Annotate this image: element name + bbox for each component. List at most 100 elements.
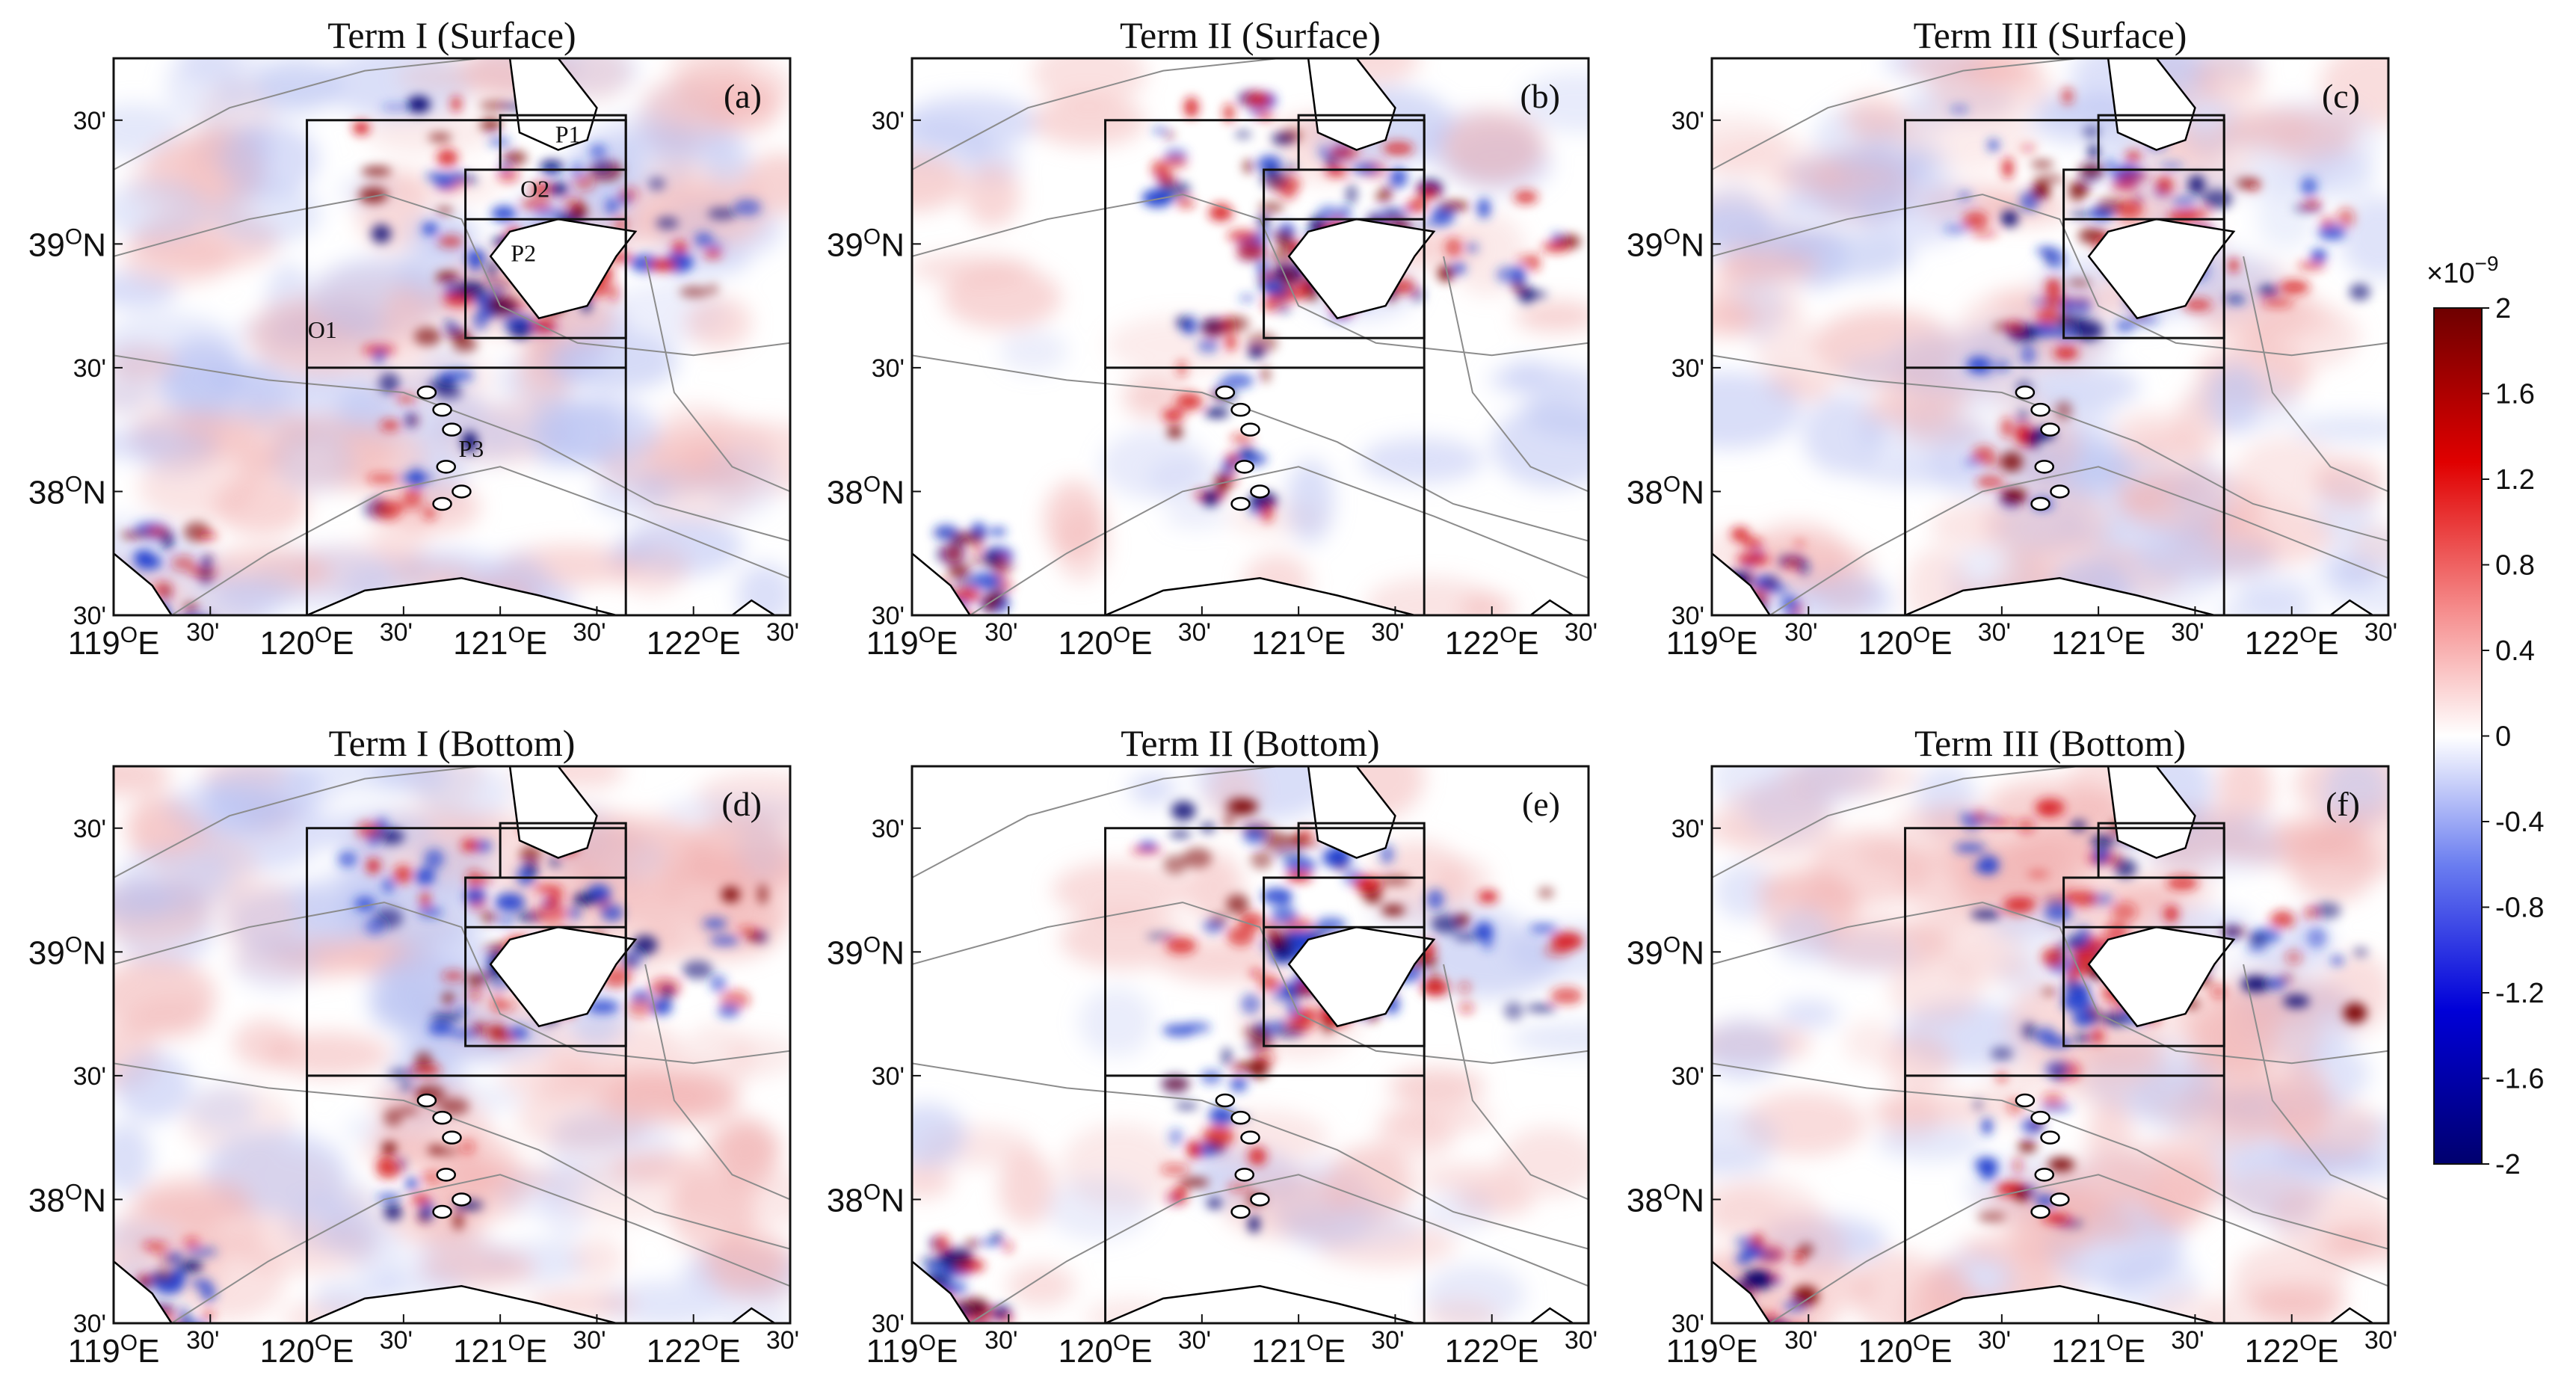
- panel-title: Term II (Bottom): [1121, 722, 1379, 764]
- island: [1230, 1110, 1251, 1125]
- anomaly-blob: [459, 1139, 475, 1154]
- anomaly-blob: [356, 821, 380, 839]
- anomaly-blob: [1466, 244, 1478, 252]
- anomaly-blob: [364, 917, 386, 935]
- anomaly-blob: [130, 997, 214, 1040]
- anomaly-blob: [2068, 181, 2086, 202]
- y-tick-label: 30': [73, 1310, 106, 1338]
- panel-f: Term III (Bottom)(f)119OE 30' 120OE 30' 121O…: [1627, 722, 2397, 1370]
- anomaly-blob: [461, 431, 478, 453]
- anomaly-blob: [1513, 190, 1538, 204]
- anomaly-blob: [971, 543, 984, 554]
- anomaly-blob: [2229, 298, 2246, 304]
- anomaly-blob: [694, 232, 713, 247]
- colorbar-scale: [2433, 307, 2483, 1165]
- anomaly-blob: [2185, 209, 2210, 220]
- anomaly-blob: [114, 766, 171, 795]
- island: [1240, 422, 1260, 437]
- anomaly-blob: [363, 111, 497, 155]
- anomaly-blob: [2000, 452, 2024, 472]
- anomaly-blob: [405, 411, 415, 429]
- x-tick-label: 119OE: [866, 623, 958, 662]
- anomaly-blob: [2113, 484, 2163, 513]
- anomaly-blob: [702, 447, 780, 519]
- island: [2015, 385, 2036, 400]
- anomaly-blob: [455, 281, 487, 298]
- contour-line: [970, 466, 1589, 615]
- x-tick-label: 119OE: [68, 1331, 160, 1370]
- anomaly-blob: [380, 104, 411, 111]
- anomaly-blob: [471, 404, 526, 449]
- box-P1: [499, 822, 627, 879]
- anomaly-blob: [1838, 139, 1924, 190]
- x-tick-label: 30': [1371, 1326, 1404, 1355]
- anomaly-blob: [706, 284, 719, 295]
- contour-line: [912, 1062, 1589, 1250]
- anomaly-blob: [428, 133, 452, 142]
- anomaly-blob: [1318, 146, 1331, 158]
- anomaly-blob: [221, 78, 343, 116]
- anomaly-blob: [392, 501, 425, 508]
- anomaly-blob: [1452, 262, 1466, 274]
- x-tick-label: 121OE: [1251, 1331, 1346, 1370]
- y-tick-label: 30': [872, 602, 905, 630]
- anomaly-blob: [233, 452, 279, 480]
- anomaly-blob: [2067, 279, 2092, 286]
- anomaly-blob: [1275, 1026, 1304, 1038]
- anomaly-blob: [464, 888, 484, 904]
- anomaly-blob: [114, 427, 218, 461]
- anomaly-blob: [1764, 578, 1778, 588]
- anomaly-blob: [1971, 230, 1998, 237]
- anomaly-blob: [415, 868, 435, 885]
- anomaly-blob: [502, 150, 528, 165]
- anomaly-blob: [2174, 458, 2234, 535]
- box-P1: [499, 114, 627, 171]
- anomaly-blob: [571, 1236, 624, 1281]
- anomaly-blob: [1227, 926, 1255, 946]
- anomaly-blob: [2131, 1067, 2214, 1135]
- anomaly-blob: [2069, 890, 2098, 907]
- land-polygon: [1105, 577, 1415, 615]
- anomaly-blob: [964, 1239, 982, 1248]
- anomaly-blob: [2119, 1140, 2225, 1213]
- anomaly-blob: [1002, 1240, 1014, 1253]
- anomaly-blob: [1183, 1021, 1212, 1034]
- anomaly-blob: [609, 282, 619, 303]
- region-label-O1: O1: [308, 316, 337, 343]
- anomaly-blob: [669, 58, 748, 99]
- anomaly-blob: [2041, 988, 2058, 996]
- anomaly-blob: [496, 915, 516, 927]
- y-tick-label: 30': [1671, 107, 1704, 135]
- anomaly-blob: [1743, 538, 1763, 549]
- anomaly-blob: [516, 1085, 648, 1152]
- island: [1240, 1130, 1260, 1145]
- anomaly-blob: [1234, 130, 1252, 139]
- contour-line: [114, 902, 790, 1065]
- anomaly-blob: [1208, 207, 1234, 221]
- anomaly-blob: [936, 1234, 949, 1254]
- panel-letter: (a): [724, 77, 762, 115]
- anomaly-blob: [919, 1257, 947, 1265]
- map-frame: [112, 57, 792, 617]
- land-polygon: [912, 1260, 972, 1323]
- anomaly-blob: [733, 199, 762, 216]
- anomaly-blob: [1207, 1198, 1222, 1209]
- anomaly-blob: [1422, 1298, 1499, 1323]
- anomaly-blob: [1976, 475, 2005, 489]
- anomaly-blob: [1538, 887, 1555, 899]
- anomaly-blob: [494, 893, 526, 912]
- anomaly-blob: [114, 1122, 152, 1194]
- anomaly-blob: [1281, 892, 1291, 905]
- anomaly-blob: [407, 96, 431, 113]
- anomaly-blob: [2045, 278, 2061, 294]
- anomaly-blob: [417, 906, 443, 918]
- anomaly-blob: [1257, 155, 1283, 173]
- depth-contours: [1712, 58, 2388, 615]
- anomaly-blob: [2047, 1157, 2075, 1172]
- anomaly-blob: [1151, 160, 1168, 178]
- land-polygon: [1529, 1307, 1575, 1323]
- anomaly-blob: [1876, 1123, 1986, 1162]
- x-tick-label: 120OE: [1059, 623, 1153, 662]
- anomaly-blob: [1239, 912, 1265, 931]
- anomaly-blob: [451, 96, 461, 112]
